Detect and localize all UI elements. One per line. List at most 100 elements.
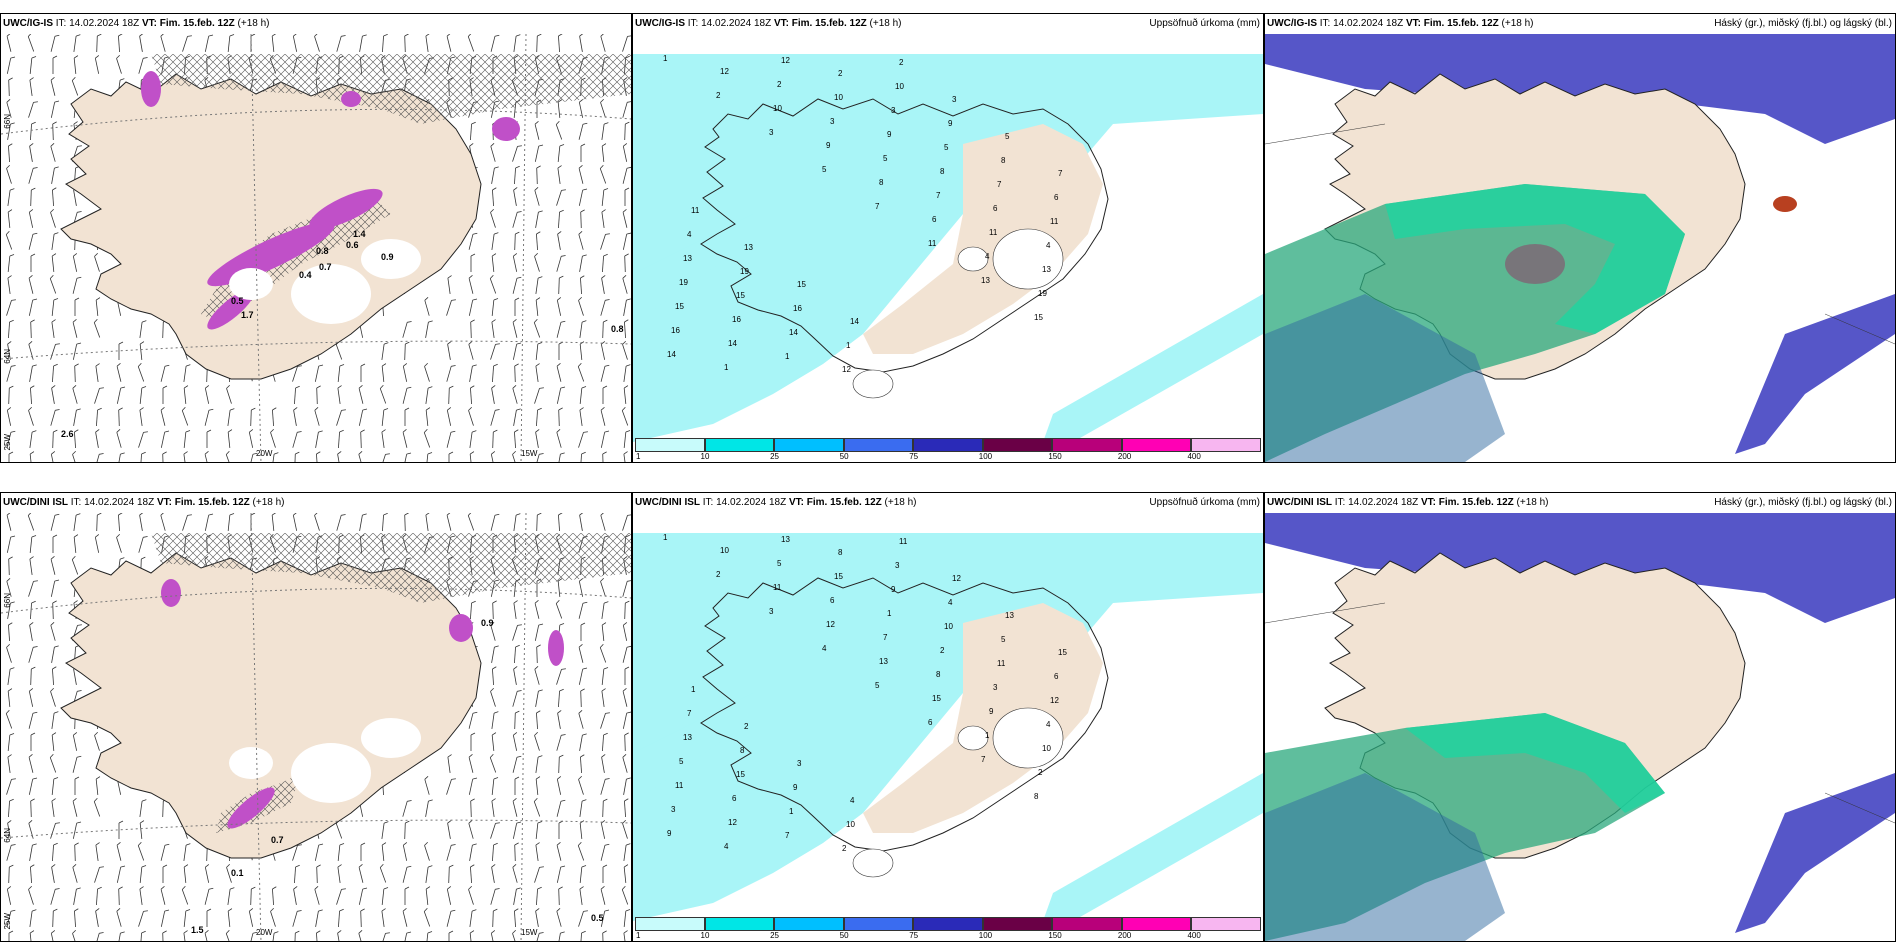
wind-barb [74, 776, 80, 795]
wind-barb [8, 622, 13, 642]
wind-barb [425, 386, 433, 404]
wind-barb [226, 863, 232, 883]
wind-barb [513, 887, 521, 905]
lat-line [1, 340, 631, 360]
wind-barb [622, 819, 628, 839]
snow-patch [548, 630, 564, 666]
wind-barb [50, 687, 56, 707]
map-svg [1265, 34, 1895, 462]
wind-barb [29, 77, 34, 96]
wind-barb [49, 274, 57, 294]
snow-depth-label: 0.5 [231, 296, 244, 306]
wind-barb [338, 908, 344, 928]
wind-barb [52, 429, 58, 449]
lon-label: 15W [521, 449, 538, 458]
wind-barb [118, 513, 123, 532]
wind-barb [271, 513, 277, 531]
wind-barb [72, 798, 78, 817]
wind-barb [492, 187, 497, 207]
wind-barb [227, 908, 233, 927]
precip-value-label: 14 [850, 317, 859, 326]
precip-value-label: 8 [936, 670, 941, 679]
wind-barb [292, 844, 302, 861]
wind-barb [204, 451, 210, 462]
wind-barb [424, 775, 430, 795]
wind-barb [446, 844, 456, 861]
wind-barb [29, 56, 37, 74]
precip-value-label: 14 [667, 350, 676, 359]
wind-barb [51, 253, 57, 272]
precip-value-label: 3 [769, 607, 774, 616]
wind-barb [424, 841, 430, 861]
wind-barb [137, 841, 145, 861]
glacier [291, 264, 371, 324]
wind-barb [624, 798, 629, 818]
wind-barb [622, 143, 628, 162]
wind-barb [8, 143, 13, 163]
panel-subtitle: Háský (gr.), miðský (fj.bl.) og lágský (… [1714, 497, 1892, 508]
precip-value-label: 4 [948, 598, 953, 607]
wind-barb [468, 819, 474, 839]
snow-depth-label: 2.6 [61, 429, 74, 439]
map-svg [1265, 513, 1895, 941]
wind-barb [624, 121, 630, 141]
wind-barb [293, 886, 298, 905]
wind-barb [490, 930, 496, 941]
low-cloud [1405, 713, 1665, 813]
wind-barb [30, 121, 36, 141]
high-cloud [1735, 773, 1895, 933]
wind-barb [272, 407, 277, 427]
wind-barb [50, 208, 56, 228]
precip-value-label: 5 [679, 757, 684, 766]
wind-barb [533, 318, 541, 338]
wind-barb [489, 753, 497, 773]
wind-barb [425, 513, 430, 531]
wind-barb [183, 864, 189, 883]
lon-line [520, 34, 527, 462]
wind-barb [162, 930, 167, 941]
wind-barb [72, 319, 78, 338]
wind-barb [206, 429, 212, 448]
wind-barb [28, 711, 38, 729]
colorbar-tick: 75 [909, 452, 919, 461]
wind-barb [558, 407, 563, 427]
wind-barb [533, 797, 541, 817]
colorbar-segment [982, 438, 1053, 452]
precip-value-label: 12 [1050, 696, 1059, 705]
snow-wind-panel-top: UWC/IG-IS IT: 14.02.2024 18Z VT: Fim. 15… [0, 13, 632, 463]
wind-barb [28, 209, 34, 228]
colorbar-segment [704, 438, 775, 452]
wind-barb [601, 122, 609, 140]
wind-barb [381, 429, 386, 448]
snow-depth-label: 0.4 [299, 270, 312, 280]
precip-value-label: 4 [687, 230, 692, 239]
wind-barb [402, 452, 412, 462]
precip-value-label: 2 [777, 80, 782, 89]
wind-barb [160, 364, 170, 382]
wind-barb [579, 513, 584, 531]
precip-value-label: 9 [891, 585, 896, 594]
wind-barb [7, 341, 12, 360]
wind-barb [469, 843, 477, 861]
precip-value-label: 14 [789, 328, 798, 337]
precip-value-label: 11 [899, 537, 908, 546]
precip-value-label: 10 [773, 104, 782, 113]
precip-value-label: 9 [667, 829, 672, 838]
precip-value-label: 5 [1001, 635, 1006, 644]
precip-value-label: 6 [732, 794, 737, 803]
wind-barb [622, 166, 631, 184]
wind-barb [579, 341, 585, 360]
wind-barb [490, 687, 496, 707]
wind-barb [578, 188, 588, 206]
wind-barb [50, 100, 60, 118]
wind-barb [579, 865, 587, 883]
precip-area [633, 54, 1263, 442]
wind-barb [138, 910, 148, 927]
wind-barb [578, 910, 588, 927]
panel-subtitle: Uppsöfnuð úrkoma (mm) [1149, 18, 1260, 29]
wind-barb [578, 296, 584, 316]
wind-barb [30, 253, 36, 272]
wind-barb [580, 930, 586, 941]
wind-barb [118, 886, 123, 906]
lat-line [1, 819, 631, 839]
